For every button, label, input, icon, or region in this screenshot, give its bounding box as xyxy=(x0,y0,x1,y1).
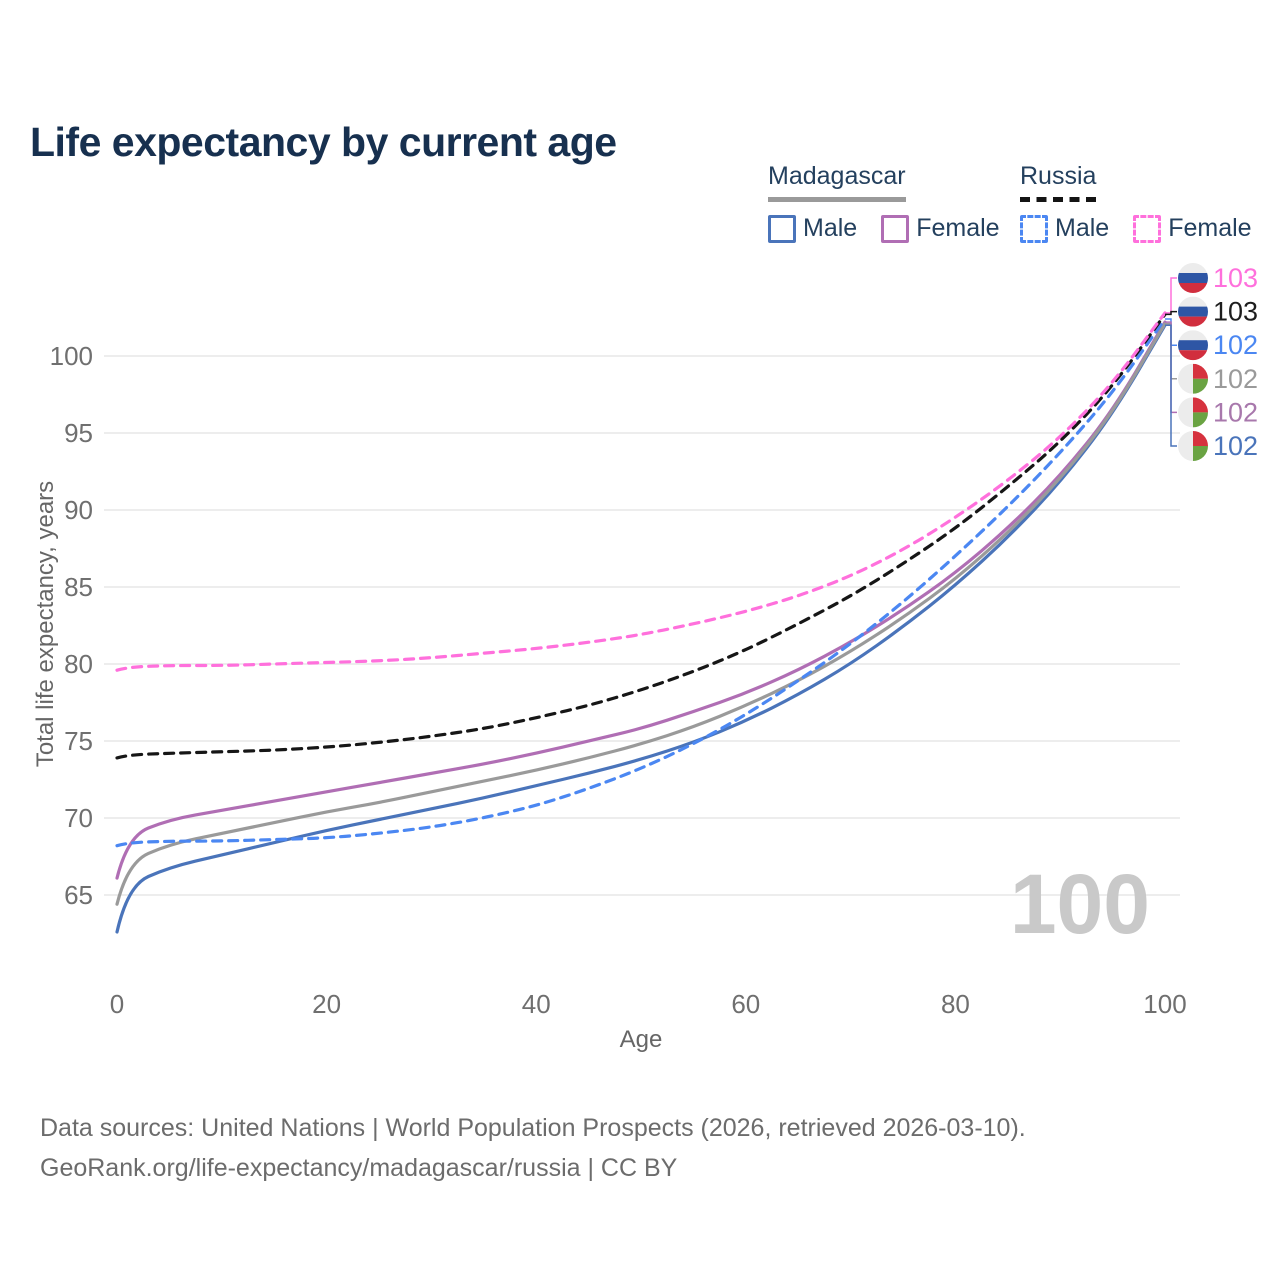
x-axis-title: Age xyxy=(619,1026,663,1053)
russia-male-end-label: 102 xyxy=(1213,330,1258,360)
y-tick-label: 95 xyxy=(64,418,93,448)
legend-item-madagascar-female[interactable]: Female xyxy=(881,214,1000,243)
flag-band xyxy=(1193,378,1208,394)
legend-label-madagascar-female: Female xyxy=(916,214,1000,242)
y-tick-label: 85 xyxy=(64,572,93,602)
legend-item-madagascar-male[interactable]: Male xyxy=(768,214,857,243)
flag-band xyxy=(1178,431,1193,461)
legend-item-russia-female[interactable]: Female xyxy=(1133,214,1252,243)
x-tick-label: 100 xyxy=(1143,989,1186,1019)
y-tick-label: 65 xyxy=(64,880,93,910)
madagascar-male-leader-line xyxy=(1165,324,1177,447)
russia-female-leader-line xyxy=(1165,277,1177,314)
russia-both-leader-line xyxy=(1165,310,1177,316)
madagascar-male-end-label: 102 xyxy=(1213,431,1258,461)
flag-band xyxy=(1178,397,1193,428)
madagascar-flag-icon xyxy=(1178,397,1208,428)
legend-label-madagascar-male: Male xyxy=(803,214,858,242)
russia-male-line xyxy=(115,317,1167,848)
x-tick-label: 40 xyxy=(522,989,551,1019)
russia-flag-icon xyxy=(1178,330,1208,361)
madagascar-male-line xyxy=(115,323,1167,934)
flag-band xyxy=(1193,397,1208,413)
madagascar-female-line xyxy=(115,320,1167,880)
x-tick-label: 20 xyxy=(312,989,341,1019)
russia-male-checkbox[interactable] xyxy=(1020,214,1048,243)
russia-female-line xyxy=(115,311,1167,672)
flag-band xyxy=(1178,283,1208,293)
legend-label-russia-male: Male xyxy=(1055,214,1110,242)
flag-band xyxy=(1178,340,1208,351)
flag-band xyxy=(1178,330,1208,341)
y-tick-label: 90 xyxy=(64,495,93,525)
legend-items-russia: Male Female xyxy=(1020,214,1252,243)
madagascar-female-end-label: 102 xyxy=(1213,397,1258,427)
legend-items-madagascar: Male Female xyxy=(768,214,1000,243)
madagascar-female-checkbox[interactable] xyxy=(881,214,910,243)
flag-band xyxy=(1178,296,1208,307)
flag-band xyxy=(1178,316,1208,327)
flag-band xyxy=(1178,273,1208,283)
flag-band xyxy=(1193,363,1208,379)
madagascar-male-checkbox[interactable] xyxy=(768,214,796,243)
x-tick-label: 80 xyxy=(941,989,970,1019)
footer: Data sources: United Nations | World Pop… xyxy=(40,1108,1026,1188)
flag-band xyxy=(1193,412,1208,428)
russia-flag-icon xyxy=(1178,296,1208,327)
madagascar-flag-icon xyxy=(1178,363,1208,394)
flag-band xyxy=(1178,263,1208,273)
page-title: Life expectancy by current age xyxy=(30,119,617,166)
footer-url-line: GeoRank.org/life-expectancy/madagascar/r… xyxy=(40,1154,678,1182)
madagascar-flag-icon xyxy=(1178,431,1208,461)
y-tick-label: 70 xyxy=(64,803,93,833)
flag-band xyxy=(1193,446,1208,461)
flag-band xyxy=(1178,350,1208,361)
flag-band xyxy=(1193,431,1208,446)
legend-country-madagascar: Madagascar xyxy=(768,162,906,202)
legend-group-madagascar: Madagascar Male Female xyxy=(768,162,1000,243)
y-tick-label: 100 xyxy=(50,341,93,371)
legend-label-russia-female: Female xyxy=(1168,214,1252,242)
madagascar-both-end-label: 102 xyxy=(1213,364,1258,394)
russia-both-end-label: 103 xyxy=(1213,297,1258,327)
y-tick-label: 80 xyxy=(64,649,93,679)
legend-country-russia: Russia xyxy=(1020,162,1097,202)
russia-female-end-label: 103 xyxy=(1213,263,1258,293)
russia-flag-icon xyxy=(1178,263,1208,293)
x-tick-label: 0 xyxy=(110,989,124,1019)
russia-both-line xyxy=(115,312,1167,760)
flag-band xyxy=(1178,306,1208,317)
legend-item-russia-male[interactable]: Male xyxy=(1020,214,1109,243)
x-tick-label: 60 xyxy=(731,989,760,1019)
russia-female-checkbox[interactable] xyxy=(1133,214,1162,243)
flag-band xyxy=(1178,363,1193,394)
madagascar-both-line xyxy=(115,322,1167,906)
footer-sources-line: Data sources: United Nations | World Pop… xyxy=(40,1114,1026,1142)
y-tick-label: 75 xyxy=(64,726,93,756)
legend-group-russia: Russia Male Female xyxy=(1020,162,1252,243)
